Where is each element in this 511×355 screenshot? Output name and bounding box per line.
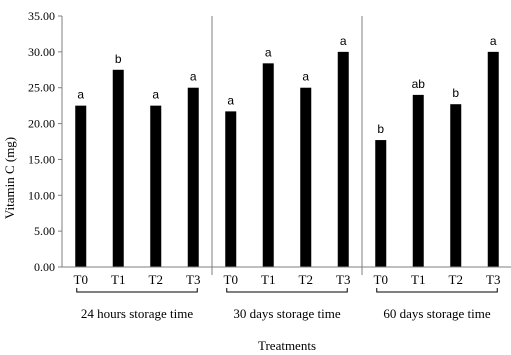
- category-label: T1: [411, 272, 425, 287]
- data-label: a: [490, 34, 497, 48]
- bar: [487, 51, 499, 267]
- bar: [375, 140, 387, 267]
- data-label: b: [377, 122, 384, 136]
- data-label: a: [77, 88, 84, 102]
- category-label: T0: [224, 272, 238, 287]
- y-tick-label: 15.00: [28, 152, 55, 166]
- x-axis: T0 T1 T2 T3 24 hours storage time T0 T1 T2 T3 30 …: [62, 266, 511, 321]
- data-label: a: [227, 93, 234, 107]
- y-tick-label: 20.00: [28, 117, 55, 131]
- data-label: a: [340, 34, 347, 48]
- category-label: T3: [336, 272, 350, 287]
- y-axis-title: Vitamin C (mg): [2, 137, 17, 219]
- x-axis-title: Treatments: [258, 338, 316, 353]
- bar: [450, 104, 462, 267]
- bar: [412, 94, 424, 267]
- data-label: a: [302, 70, 309, 84]
- y-tick-label: 25.00: [28, 81, 55, 95]
- y-axis: 0.00 5.00 10.00 15.00 20.00 25.00 30.00 35.00: [28, 9, 63, 274]
- bar: [225, 111, 237, 267]
- category-label: T2: [449, 272, 463, 287]
- data-label: b: [115, 52, 122, 66]
- category-label: T3: [186, 272, 200, 287]
- data-label: a: [265, 45, 272, 59]
- category-label: T0: [374, 272, 388, 287]
- data-label: ab: [412, 77, 426, 91]
- y-tick-label: 5.00: [34, 224, 55, 238]
- y-tick-label: 10.00: [28, 188, 55, 202]
- group-label: 60 days storage time: [383, 306, 490, 321]
- category-label: T0: [74, 272, 88, 287]
- y-tick-label: 30.00: [28, 45, 55, 59]
- category-label: T3: [486, 272, 500, 287]
- group-separators: [211, 16, 363, 275]
- bar: [187, 87, 199, 267]
- data-label: a: [190, 70, 197, 84]
- group-bracket: [226, 288, 348, 293]
- y-tick-label: 35.00: [28, 9, 55, 23]
- group-bracket: [76, 288, 198, 293]
- category-label: T2: [149, 272, 163, 287]
- group-bracket: [376, 288, 498, 293]
- bar: [337, 51, 349, 267]
- bar: [150, 105, 162, 268]
- group-label: 30 days storage time: [233, 306, 340, 321]
- category-label: T1: [111, 272, 125, 287]
- data-label: a: [152, 88, 159, 102]
- bar: [75, 105, 87, 268]
- bar: [262, 63, 274, 268]
- bar: [112, 69, 124, 268]
- category-label: T2: [299, 272, 313, 287]
- bar: [300, 87, 312, 267]
- group-label: 24 hours storage time: [81, 306, 194, 321]
- data-label: b: [452, 86, 459, 100]
- y-tick-label: 0.00: [34, 260, 55, 274]
- category-label: T1: [261, 272, 275, 287]
